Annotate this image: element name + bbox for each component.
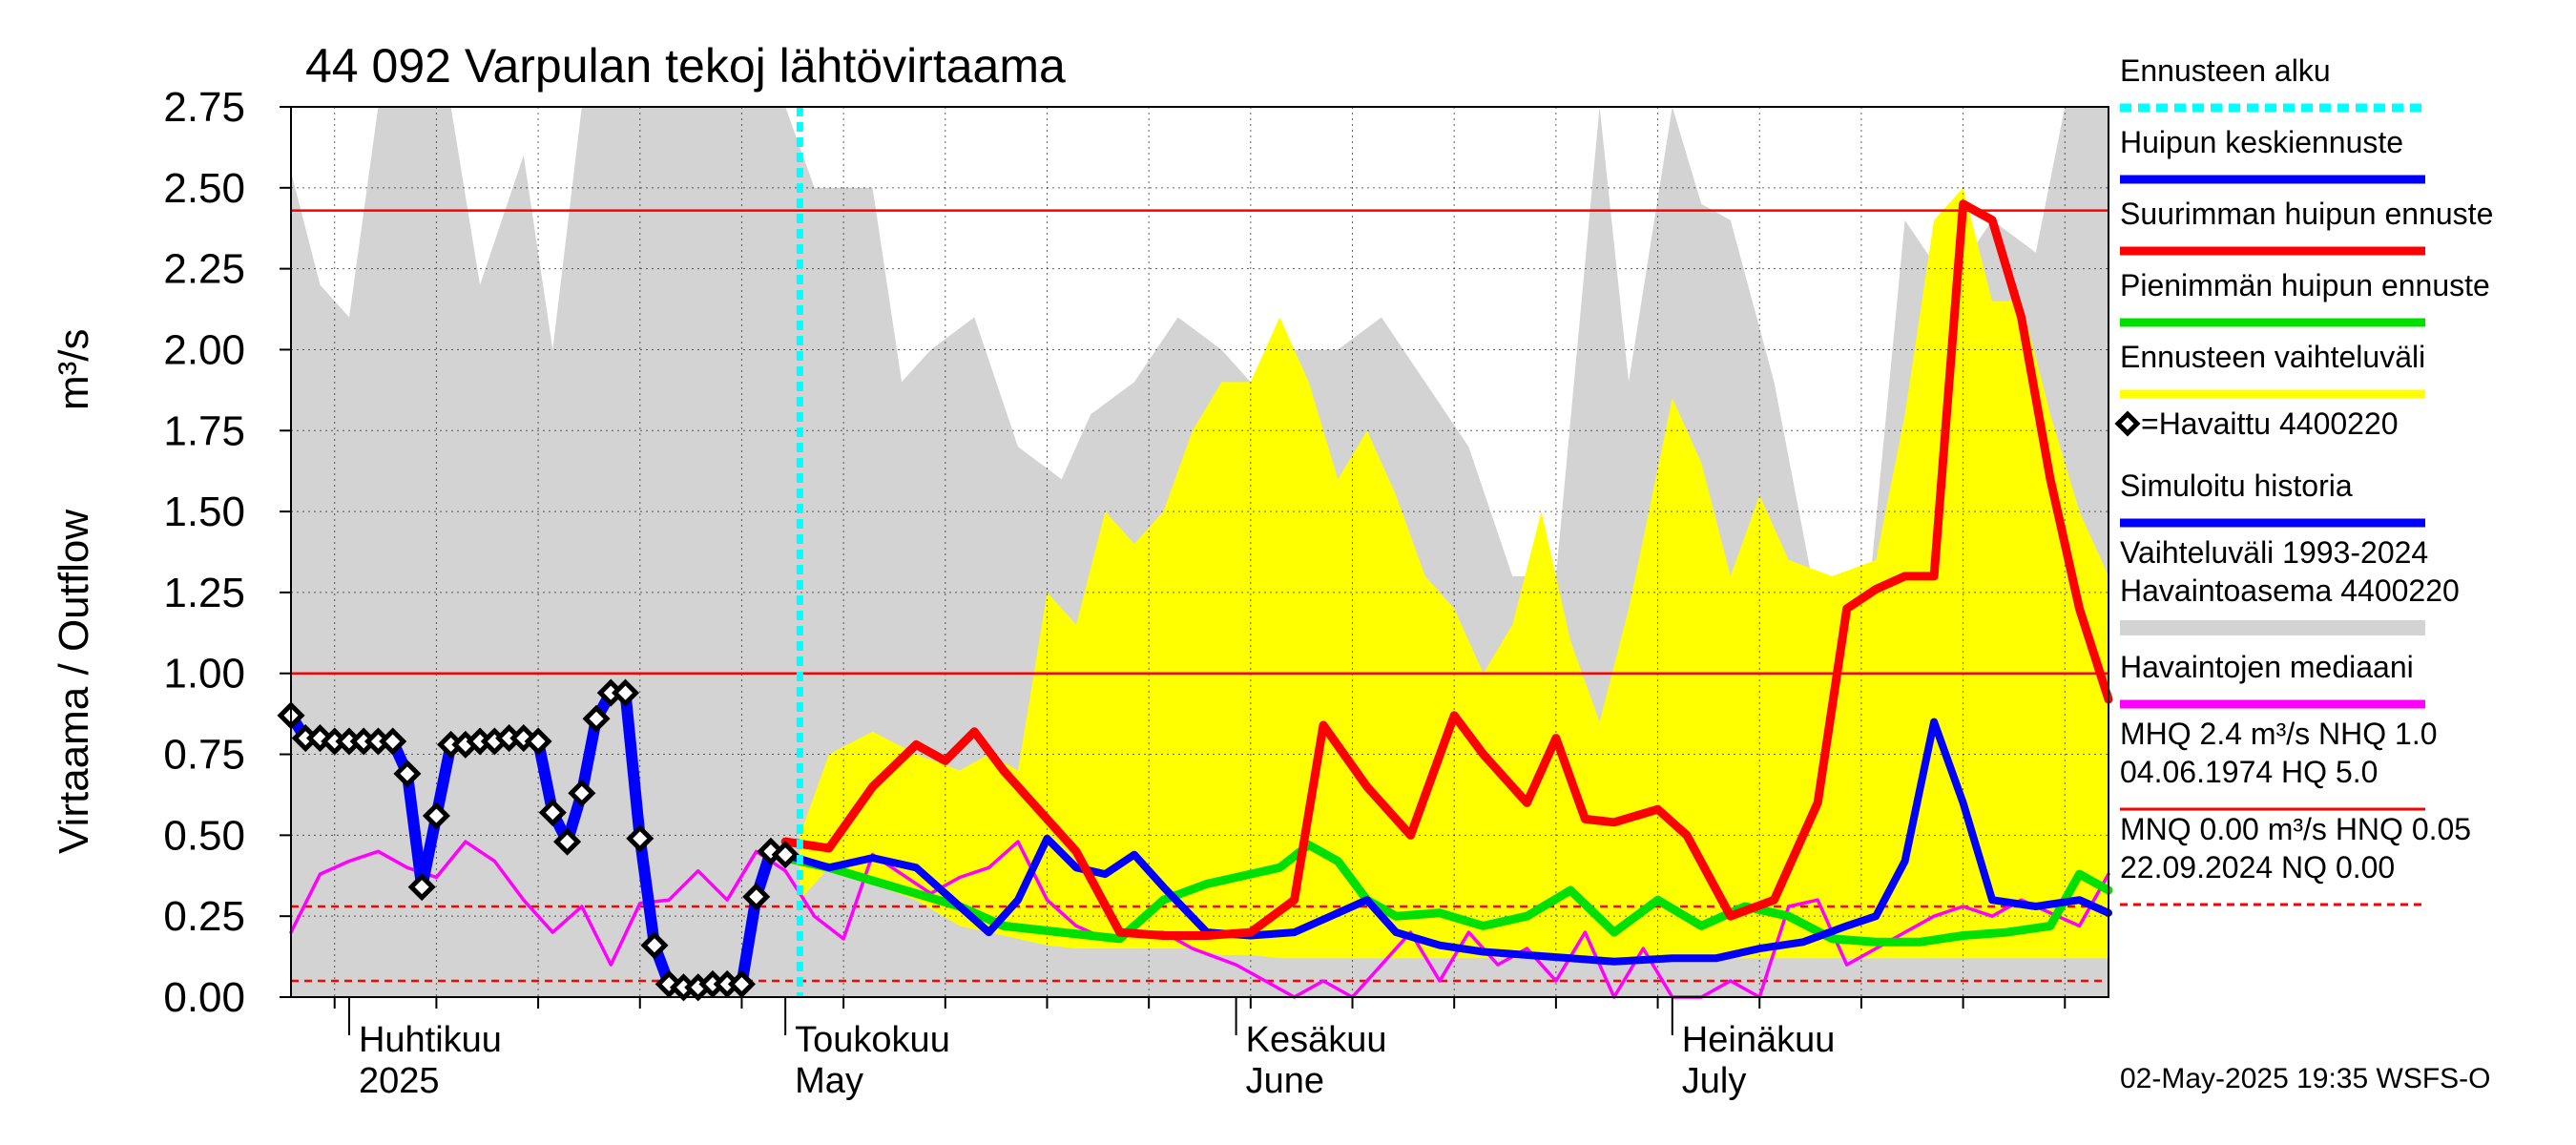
observed-marker — [553, 827, 582, 856]
month-label-en: June — [1246, 1061, 1324, 1101]
y-tick-label: 2.50 — [163, 165, 245, 212]
legend-label-line2: 04.06.1974 HQ 5.0 — [2120, 755, 2378, 789]
y-tick-label: 1.25 — [163, 570, 245, 616]
month-label-fi: Heinäkuu — [1682, 1020, 1836, 1060]
y-tick-label: 1.75 — [163, 407, 245, 454]
observed-marker — [626, 824, 654, 853]
observed-marker — [568, 779, 596, 807]
footer-timestamp: 02-May-2025 19:35 WSFS-O — [2120, 1063, 2491, 1094]
observed-marker — [640, 931, 669, 960]
y-axis-label: Virtaama / Outflow — [51, 510, 97, 854]
y-tick-label: 0.50 — [163, 812, 245, 859]
observed-marker — [611, 678, 640, 707]
month-label-en: 2025 — [359, 1061, 440, 1101]
plot-frame — [290, 106, 2109, 998]
y-tick-label: 0.25 — [163, 893, 245, 940]
series-line-suurimman-huipun-ennuste — [780, 199, 2113, 940]
observed-marker — [654, 969, 683, 998]
observed-marker — [771, 841, 800, 869]
month-label-fi: Huhtikuu — [359, 1020, 502, 1060]
y-tick-label: 2.00 — [163, 326, 245, 373]
legend-label: Simuloitu historia — [2120, 468, 2353, 503]
month-label-fi: Toukokuu — [795, 1020, 950, 1060]
legend-label: Pienimmän huipun ennuste — [2120, 268, 2490, 302]
y-tick-label: 1.50 — [163, 489, 245, 535]
markers-layer — [277, 678, 800, 1002]
y-tick-label: 2.75 — [163, 84, 245, 131]
legend-label: Havaintojen mediaani — [2120, 650, 2414, 684]
observed-marker — [742, 883, 771, 911]
observed-marker — [727, 969, 756, 998]
observed-marker — [305, 724, 335, 753]
legend-label: MHQ 2.4 m³/s NHQ 1.0 — [2120, 717, 2438, 751]
observed-marker — [379, 727, 407, 756]
legend-label-line2: 22.09.2024 NQ 0.00 — [2120, 850, 2395, 885]
legend-label: =Havaittu 4400220 — [2141, 406, 2399, 441]
y-tick-label: 0.00 — [163, 974, 245, 1021]
axes-layer: 0.00 0.25 0.50 0.75 1.00 1.25 1.50 1.75 2.00 2.25… — [163, 84, 2109, 1101]
observed-marker — [524, 727, 552, 756]
y-tick-label: 1.00 — [163, 651, 245, 697]
legend-label-line2: Havaintoasema 4400220 — [2120, 573, 2460, 608]
observed-marker — [407, 873, 436, 902]
legend-label: Huipun keskiennuste — [2120, 125, 2403, 159]
legend-label: Ennusteen alku — [2120, 53, 2331, 88]
series-line-huipun-keskiennuste — [781, 718, 2112, 966]
y-tick-label: 2.25 — [163, 246, 245, 293]
legend-label: Vaihteluväli 1993-2024 — [2120, 535, 2428, 570]
month-label-en: July — [1682, 1061, 1747, 1101]
legend-label: MNQ 0.00 m³/s HNQ 0.05 — [2120, 812, 2471, 846]
series-line-havaintojen-mediaani — [289, 840, 2110, 999]
observed-marker — [538, 799, 567, 827]
chart-title: 44 092 Varpulan tekoj lähtövirtaama — [305, 39, 1066, 93]
observed-marker — [509, 724, 538, 753]
month-label-fi: Kesäkuu — [1246, 1020, 1387, 1060]
forecast-band-layer — [800, 187, 2109, 959]
series-line-pienimmän-huipun-ennuste — [780, 841, 2113, 947]
reference-lines-layer — [291, 209, 2109, 983]
y-tick-label: 0.75 — [163, 732, 245, 779]
legend-label: Ennusteen vaihteluväli — [2120, 340, 2425, 374]
observed-marker — [422, 802, 450, 830]
month-label-en: May — [795, 1061, 863, 1101]
observed-marker — [393, 760, 422, 788]
y-axis-unit: m³/s — [51, 328, 97, 410]
legend-marker-observed — [2114, 410, 2141, 437]
legend-layer: Ennusteen alku Huipun keskiennuste Suurimm… — [2114, 53, 2493, 906]
legend-label: Suurimman huipun ennuste — [2120, 197, 2493, 231]
forecast-range-band — [800, 187, 2109, 959]
observed-marker — [582, 704, 611, 733]
